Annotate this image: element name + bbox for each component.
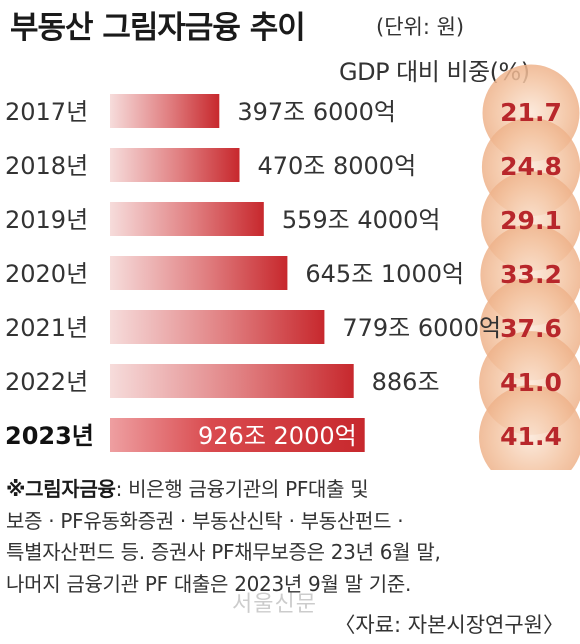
- year-label-6: 2022년: [5, 368, 88, 396]
- ratio-circles: [479, 64, 580, 470]
- bar-5: [110, 310, 325, 344]
- year-label-1: 2017년: [5, 98, 88, 126]
- value-label-3: 559조 4000억: [282, 206, 441, 234]
- bar-2: [110, 148, 240, 182]
- bars: [110, 94, 365, 452]
- footnote: ※그림자금융: 비은행 금융기관의 PF대출 및 보증 · PF유동화증권 · …: [6, 474, 576, 600]
- watermark: 서울신문: [232, 592, 317, 617]
- value-label-4: 645조 1000억: [305, 260, 464, 288]
- ratio-label-7: 41.4: [500, 422, 562, 451]
- value-label-5: 779조 6000억: [342, 314, 501, 342]
- year-label-4: 2020년: [5, 260, 88, 288]
- bar-chart: 2017년 397조 6000억 21.7 2018년 470조 8000억 24.8 20…: [5, 64, 580, 470]
- value-label-6: 886조: [372, 368, 440, 396]
- footnote-line-2: 보증 · PF유동화증권 · 부동산신탁 · 부동산펀드 ·: [6, 508, 404, 533]
- ratio-label-1: 21.7: [500, 98, 562, 127]
- bar-6: [110, 364, 354, 398]
- ratio-label-3: 29.1: [500, 206, 562, 235]
- year-label-5: 2021년: [5, 314, 88, 342]
- value-label-1: 397조 6000억: [237, 98, 396, 126]
- year-label-7: 2023년: [5, 422, 94, 450]
- chart-title: 부동산 그림자금융 추이: [10, 10, 306, 46]
- bar-7: [110, 418, 365, 452]
- ratio-label-6: 41.0: [500, 368, 562, 397]
- ratio-label-4: 33.2: [500, 260, 562, 289]
- ratio-label-2: 24.8: [500, 152, 562, 181]
- footnote-line-3: 특별자산펀드 등. 증권사 PF채무보증은 23년 6월 말,: [6, 540, 441, 564]
- value-label-2: 470조 8000억: [257, 152, 416, 180]
- bar-4: [110, 256, 288, 290]
- chart-labels: 2017년 397조 6000억 21.7 2018년 470조 8000억 24.8 20…: [5, 98, 562, 451]
- value-label-7: 926조 2000억: [198, 422, 357, 450]
- year-label-3: 2019년: [5, 206, 88, 234]
- footnote-line-1-text: : 비은행 금융기관의 PF대출 및: [115, 477, 369, 501]
- footnote-line-1: ※그림자금융: 비은행 금융기관의 PF대출 및: [6, 474, 576, 506]
- unit-label: (단위: 원): [376, 15, 465, 39]
- bar-1: [110, 94, 220, 128]
- bar-3: [110, 202, 264, 236]
- footnote-term: ※그림자금융: [6, 477, 116, 501]
- ratio-label-5: 37.6: [500, 314, 562, 343]
- ratio-circle-7: [479, 385, 580, 470]
- year-label-2: 2018년: [5, 152, 88, 180]
- footnote-line-4: 나머지 금융기관 PF 대출은 2023년 9월 말 기준.: [6, 571, 412, 596]
- source-credit: 〈자료: 자본시장연구원〉: [334, 613, 564, 637]
